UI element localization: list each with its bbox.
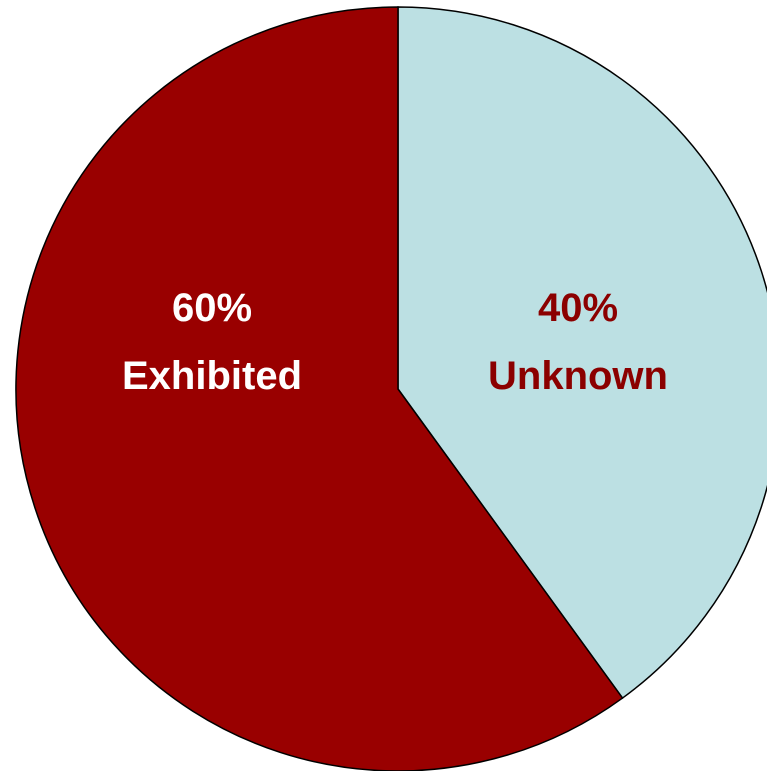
- pie-labels: 40% Unknown 60% Exhibited: [122, 286, 668, 398]
- category-label-exhibited: Exhibited: [122, 354, 302, 398]
- percent-label-unknown: 40%: [538, 286, 618, 330]
- pie-slices: [15, 6, 767, 771]
- percent-label-exhibited: 60%: [172, 286, 252, 330]
- pie-label-unknown: 40% Unknown: [488, 286, 668, 398]
- category-label-unknown: Unknown: [488, 354, 668, 398]
- pie-slice-unknown: [397, 6, 767, 700]
- pie-slice-exhibited: [15, 6, 624, 771]
- pie-label-exhibited: 60% Exhibited: [122, 286, 302, 398]
